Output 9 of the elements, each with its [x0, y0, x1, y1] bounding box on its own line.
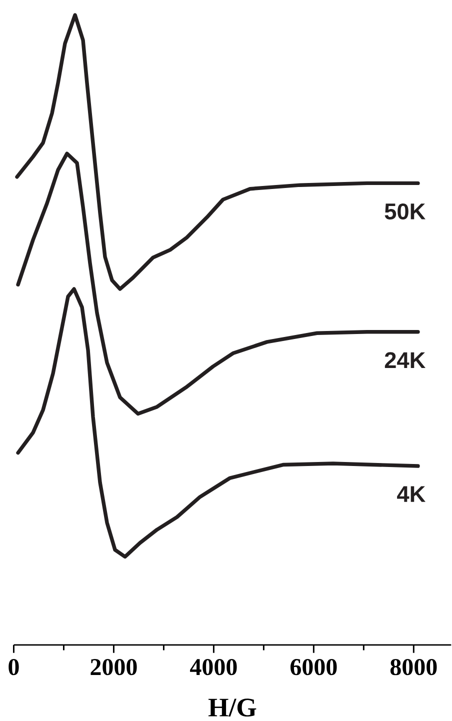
x-tick-label: 8000 [390, 658, 437, 676]
x-tick-label: 6000 [290, 658, 337, 676]
x-tick-label: 2000 [90, 658, 137, 676]
x-tick-label: 4000 [190, 658, 237, 676]
x-tick-label: 0 [8, 658, 19, 676]
series-label: 24K [384, 352, 426, 368]
series-label: 50K [384, 203, 426, 220]
series-label: 4K [397, 486, 426, 502]
x-axis-title: H/G [208, 698, 256, 717]
